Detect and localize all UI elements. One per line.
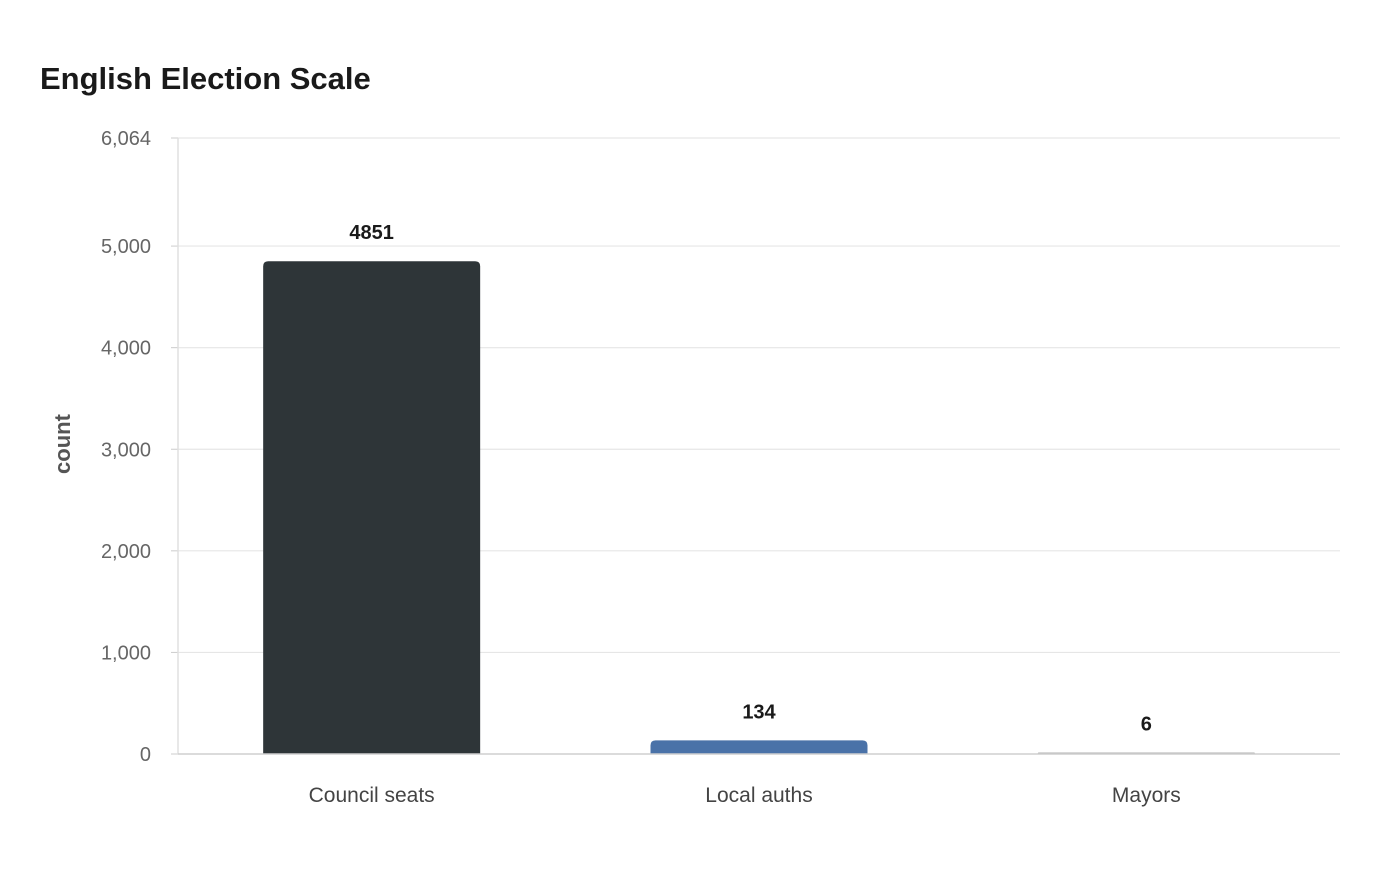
- y-tick-label: 2,000: [101, 541, 151, 563]
- x-tick-label: Council seats: [309, 784, 435, 807]
- y-tick-label: 6,064: [101, 128, 151, 150]
- data-labels: 4851 134 6: [349, 222, 1151, 735]
- x-tick-label: Mayors: [1112, 784, 1181, 807]
- y-axis-title: count: [50, 413, 75, 474]
- data-label: 134: [742, 701, 776, 723]
- chart-title: English Election Scale: [40, 61, 371, 96]
- y-tick-label: 0: [140, 744, 151, 766]
- bar-council-seats: [263, 261, 481, 754]
- data-label: 4851: [349, 222, 394, 244]
- bar-local-auths: [650, 740, 868, 754]
- y-tick-label: 1,000: [101, 642, 151, 664]
- y-tick-label: 3,000: [101, 439, 151, 461]
- axes: [171, 137, 179, 755]
- x-tick-label: Local auths: [705, 784, 812, 807]
- x-tick-labels: Council seats Local auths Mayors: [178, 753, 1340, 807]
- y-tick-label: 5,000: [101, 236, 151, 258]
- bars: [263, 261, 1255, 754]
- data-label: 6: [1141, 714, 1152, 736]
- y-tick-label: 4,000: [101, 338, 151, 360]
- y-tick-labels: 0 1,000 2,000 3,000 4,000 5,000 6,064: [101, 128, 151, 766]
